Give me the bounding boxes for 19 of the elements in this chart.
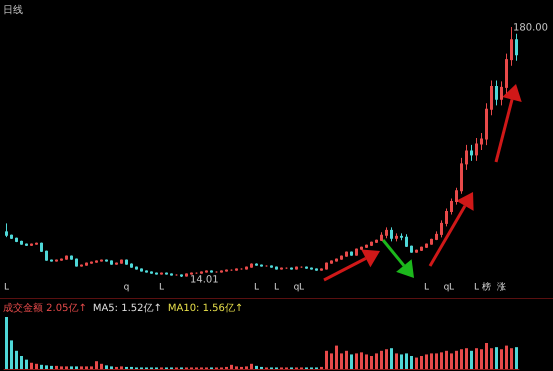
x-tick-label: L (158, 282, 164, 292)
x-tick-label: q (124, 282, 130, 292)
x-tick-label: 榜 (482, 282, 491, 292)
x-tick-label: L (274, 282, 280, 292)
x-tick-label: q (444, 282, 450, 292)
x-tick-label: L (424, 282, 430, 292)
x-tick-label: L (298, 282, 304, 292)
text: MA10: 1.56亿↑ (168, 303, 244, 314)
chart-title: 日线 (3, 5, 23, 16)
chart-title: 成交金额 2.05亿↑ (3, 303, 87, 314)
x-tick-label: L (448, 282, 454, 292)
x-tick-label: L (4, 282, 10, 292)
x-tick-label: L (474, 282, 480, 292)
x-tick-label: 涨 (497, 282, 506, 292)
annotation: 180.00 (513, 22, 548, 34)
annotation: 14.01 (190, 274, 219, 286)
text: MA5: 1.52亿↑ (92, 303, 162, 314)
x-tick-label: L (254, 282, 260, 292)
x-tick-label: q (294, 282, 300, 292)
